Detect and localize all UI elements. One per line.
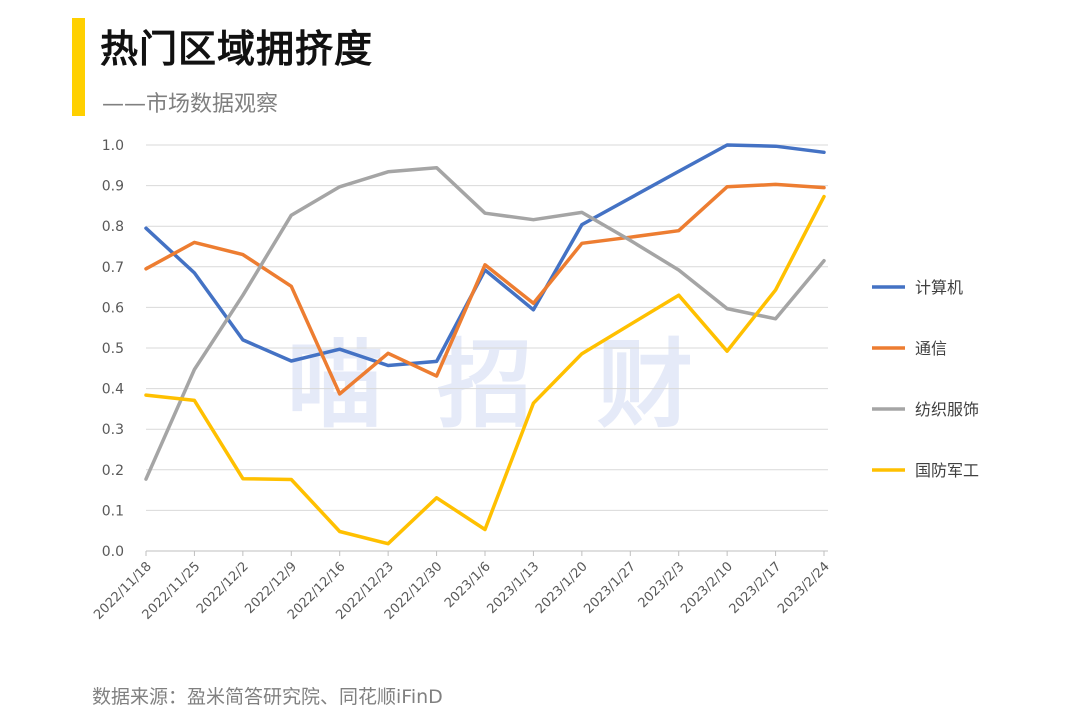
- x-tick-label: 2023/2/3: [636, 559, 688, 611]
- x-tick-label: 2023/1/6: [442, 559, 494, 611]
- series-line: [144, 165, 826, 481]
- y-tick-label: 0.9: [102, 179, 124, 195]
- y-tick-label: 0.5: [102, 341, 124, 357]
- series-line: [144, 194, 826, 546]
- y-tick-label: 0.6: [102, 300, 124, 316]
- y-tick-label: 1.0: [102, 138, 124, 154]
- y-tick-label: 0.7: [102, 260, 124, 276]
- y-tick-label: 0.0: [102, 544, 124, 560]
- legend-label: 通信: [915, 339, 947, 358]
- legend-label: 国防军工: [915, 461, 979, 480]
- page-title: 热门区域拥挤度: [100, 27, 374, 71]
- chart-axes: 2022/11/182022/11/252022/12/22022/12/920…: [91, 550, 833, 623]
- x-tick-label: 2023/1/27: [581, 559, 639, 617]
- y-tick-label: 0.4: [102, 382, 124, 398]
- chart-series: [144, 143, 826, 546]
- y-tick-label: 0.8: [102, 219, 124, 235]
- y-tick-label: 0.2: [102, 463, 124, 479]
- chart-grid: 0.0 0.1 0.2 0.3 0.4 0.5 0.6 0.7 0.8 0.9 1.0: [102, 138, 828, 560]
- x-tick-label: 2023/2/24: [775, 559, 833, 617]
- watermark-char: 财: [597, 329, 693, 441]
- data-source-note: 数据来源：盈米简答研究院、同花顺iFinD: [92, 686, 443, 708]
- page-subtitle: ——市场数据观察: [102, 92, 279, 117]
- legend-label: 纺织服饰: [915, 400, 979, 419]
- series-line: [144, 143, 826, 368]
- y-tick-label: 0.1: [102, 503, 124, 519]
- y-tick-label: 0.3: [102, 422, 124, 438]
- title-accent-bar: [72, 18, 85, 116]
- legend-label: 计算机: [915, 278, 963, 297]
